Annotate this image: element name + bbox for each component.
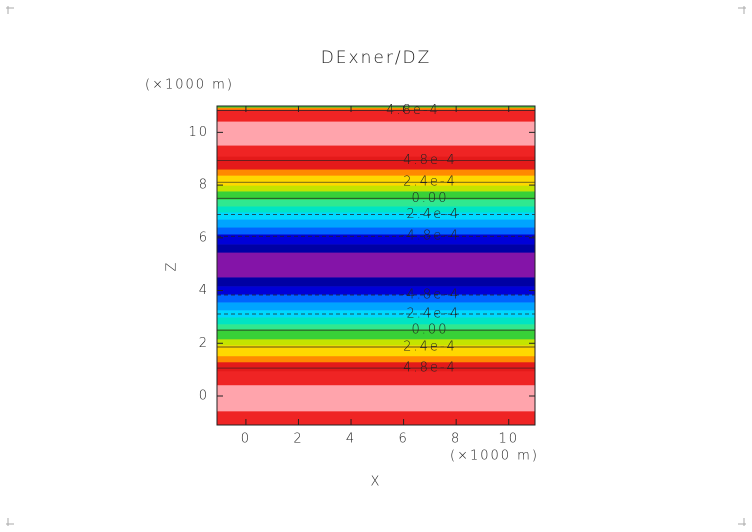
band <box>217 302 535 311</box>
band <box>217 145 535 157</box>
band <box>217 185 535 192</box>
band <box>217 355 535 363</box>
band <box>217 324 535 330</box>
x-tick-label: 0 <box>241 432 251 447</box>
band <box>217 329 535 340</box>
band <box>217 169 535 176</box>
contours: 4.8e-44.8e-42.4e-40.00-2.4e-4-4.8e-4-4.8… <box>217 103 535 376</box>
band <box>217 191 535 200</box>
band <box>217 411 535 426</box>
axes: 0 2 4 6 8 10 0 2 4 6 8 10 <box>188 106 535 447</box>
band <box>217 384 535 412</box>
band <box>217 219 535 228</box>
x-tick-label: 6 <box>398 432 408 447</box>
band <box>217 109 535 122</box>
band <box>217 121 535 146</box>
y-tick-label: 10 <box>188 125 209 140</box>
band <box>217 156 535 170</box>
x-tick-label: 4 <box>346 432 356 447</box>
contour-label: 4.8e-4 <box>403 153 457 168</box>
contour-label: -4.8e-4 <box>400 229 460 244</box>
band <box>217 199 535 207</box>
x-tick-label: 8 <box>451 432 461 447</box>
chart-title: DExner/DZ <box>321 48 432 68</box>
band <box>217 212 535 220</box>
band <box>217 175 535 186</box>
y-tick-label: 6 <box>199 230 209 245</box>
band <box>217 339 535 346</box>
y-tick-label: 0 <box>199 389 209 404</box>
band <box>217 107 535 110</box>
band <box>217 317 535 325</box>
band <box>217 310 535 318</box>
contour-label: 4.8e-4 <box>403 361 457 376</box>
plot-frame <box>216 105 536 426</box>
contour-label: -4.8e-4 <box>400 288 460 303</box>
band <box>217 206 535 213</box>
y-tick-label: 8 <box>199 178 209 193</box>
band <box>217 244 535 253</box>
contour-label: 4.8e-4 <box>386 103 440 118</box>
bands <box>217 106 535 426</box>
contour-label: 2.4e-4 <box>403 339 457 354</box>
x-tick-label: 10 <box>498 432 519 447</box>
band <box>217 234 535 245</box>
x-unit: (×1000 m) <box>450 449 539 464</box>
y-tick-label: 4 <box>199 283 209 298</box>
contour-label: -2.4e-4 <box>400 307 460 322</box>
band <box>217 286 535 295</box>
band <box>217 252 535 278</box>
band <box>217 370 535 386</box>
y-tick-label: 2 <box>199 336 209 351</box>
contour-label: 0.00 <box>412 323 449 338</box>
contour-label: -2.4e-4 <box>400 207 460 222</box>
band <box>217 227 535 235</box>
band <box>217 106 535 108</box>
y-axis-label: Z <box>165 261 180 272</box>
contour-label: 0.00 <box>412 191 449 206</box>
band <box>217 345 535 357</box>
contour-label: 2.4e-4 <box>403 175 457 190</box>
band <box>217 294 535 303</box>
x-tick-label: 2 <box>293 432 303 447</box>
band <box>217 361 535 372</box>
y-unit: (×1000 m) <box>145 78 234 93</box>
x-axis-label: X <box>371 475 382 490</box>
band <box>217 277 535 287</box>
